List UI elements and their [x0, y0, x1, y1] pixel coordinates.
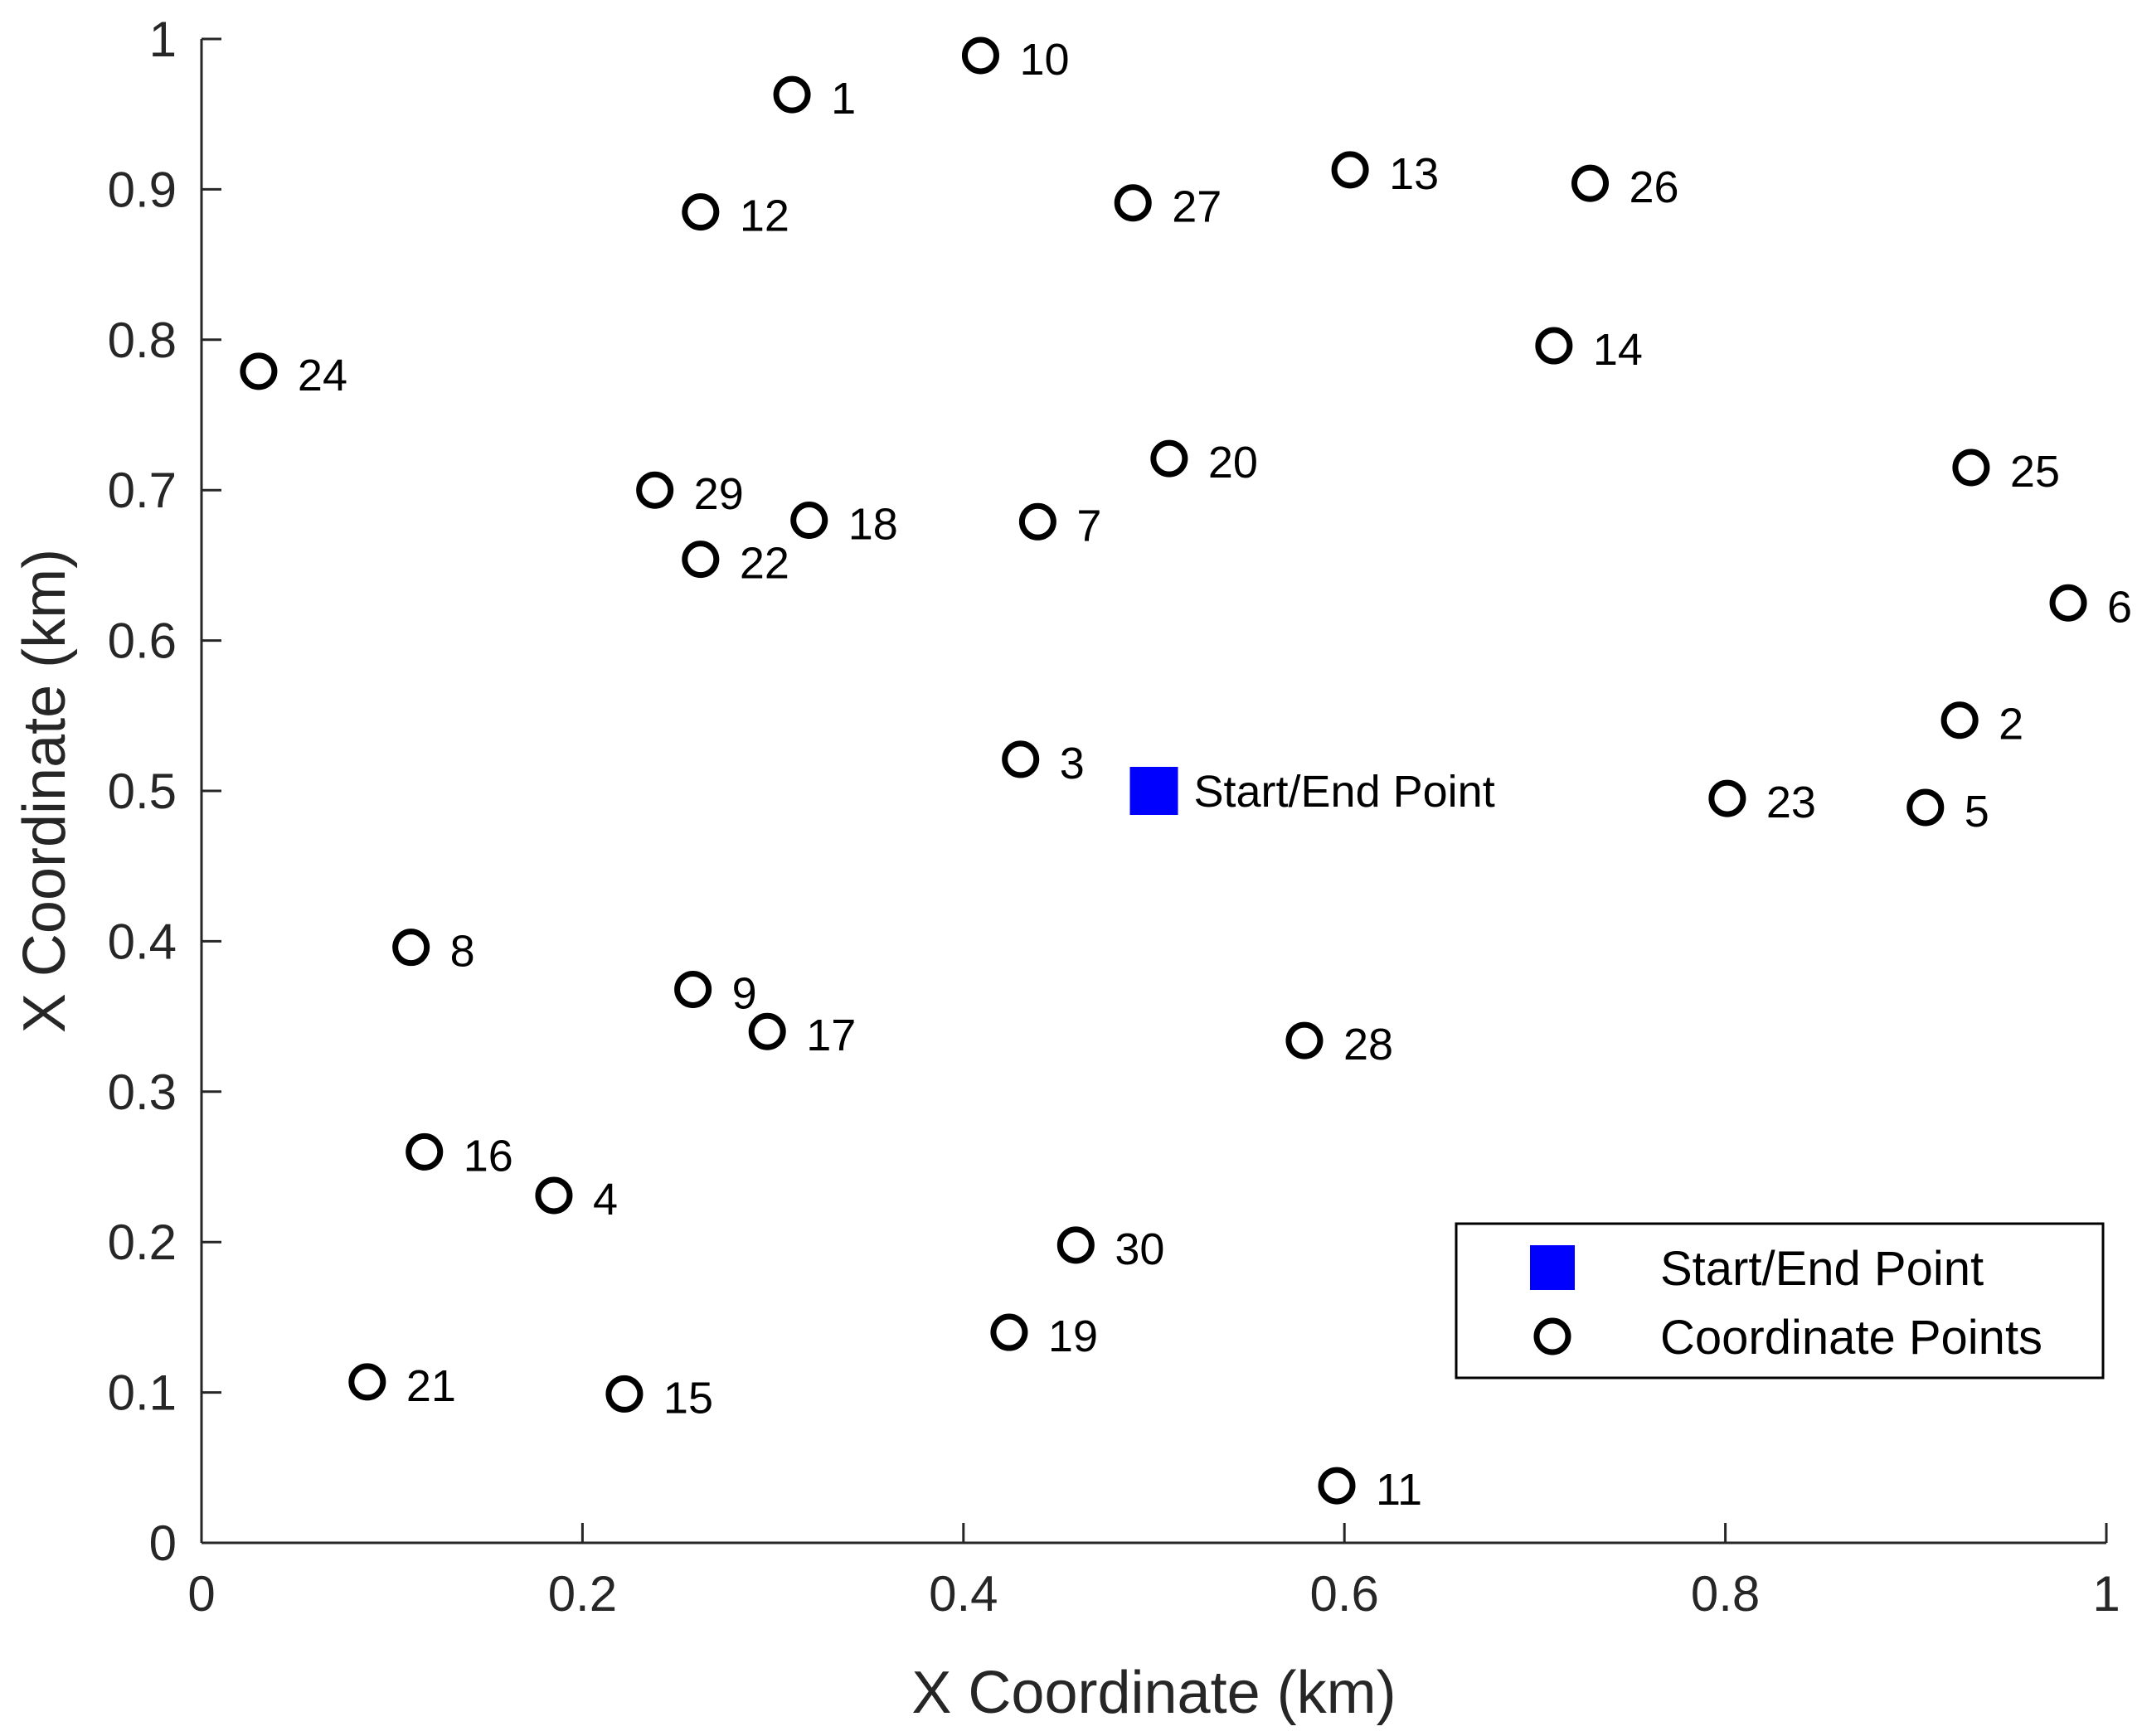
- legend-label-coordinate-points: Coordinate Points: [1660, 1311, 2042, 1365]
- coordinate-point-marker: [961, 36, 999, 75]
- start-end-point-marker: [1129, 767, 1178, 815]
- coordinate-point-label: 26: [1630, 162, 1679, 212]
- coordinate-point-marker: [682, 193, 720, 231]
- coordinate-point-label: 6: [2107, 582, 2132, 632]
- y-tick-label: 0: [149, 1515, 177, 1571]
- coordinate-point-marker: [1150, 439, 1188, 478]
- y-tick-label: 0.8: [108, 313, 177, 368]
- coordinate-point-marker: [1285, 1021, 1324, 1060]
- coordinate-point-label: 27: [1172, 182, 1222, 232]
- x-tick-label: 0.8: [1691, 1566, 1760, 1622]
- data-marks: Start/End Point1234567891011121314151617…: [240, 35, 2132, 1515]
- y-tick-label: 0.9: [108, 162, 177, 217]
- x-axis-title: X Coordinate (km): [911, 1660, 1396, 1726]
- legend: Start/End Point Coordinate Points: [1455, 1222, 2105, 1380]
- coordinate-point-label: 12: [740, 192, 789, 241]
- coordinate-point-marker: [1002, 740, 1040, 778]
- axes: 0 0.2 0.4 0.6 0.8 100.10.20.30.40.50.60.70.80…: [12, 12, 2120, 1726]
- legend-square-icon: [1530, 1245, 1575, 1290]
- y-tick-label: 0.4: [108, 914, 177, 969]
- coordinate-point-marker: [1331, 151, 1369, 189]
- coordinate-point-label: 25: [2010, 447, 2060, 497]
- coordinate-point-label: 3: [1060, 739, 1085, 788]
- coordinate-point-marker: [1906, 788, 1945, 827]
- coordinate-point-label: 16: [464, 1131, 513, 1181]
- y-tick-label: 1: [149, 12, 177, 67]
- coordinate-point-marker: [1318, 1467, 1356, 1505]
- coordinate-point-marker: [535, 1176, 573, 1215]
- coordinate-point-label: 20: [1208, 438, 1258, 487]
- x-tick-label: 1: [2092, 1566, 2120, 1622]
- coordinate-point-marker: [682, 541, 720, 579]
- coordinate-point-label: 15: [663, 1373, 713, 1423]
- coordinate-point-marker: [1535, 327, 1573, 365]
- y-tick-label: 0.2: [108, 1215, 177, 1270]
- legend-circle-icon: [1533, 1317, 1571, 1355]
- coordinate-point-label: 4: [593, 1175, 618, 1224]
- coordinate-point-label: 2: [1999, 700, 2023, 749]
- coordinate-point-label: 18: [848, 499, 898, 549]
- coordinate-point-label: 29: [694, 469, 744, 519]
- x-tick-label: 0: [187, 1566, 215, 1622]
- y-axis-title: X Coordinate (km): [12, 549, 78, 1033]
- coordinate-point-label: 23: [1766, 778, 1816, 827]
- coordinate-point-label: 10: [1019, 35, 1069, 85]
- coordinate-point-marker: [392, 929, 430, 967]
- y-tick-label: 0.3: [108, 1064, 177, 1120]
- coordinate-point-label: 5: [1965, 787, 1989, 836]
- coordinate-point-label: 30: [1115, 1224, 1164, 1274]
- coordinate-point-marker: [1114, 184, 1152, 222]
- x-tick-label: 0.6: [1309, 1566, 1378, 1622]
- y-tick-label: 0.5: [108, 764, 177, 819]
- coordinate-point-label: 13: [1389, 149, 1439, 199]
- coordinate-point-marker: [636, 471, 674, 509]
- coordinate-point-label: 1: [831, 74, 856, 124]
- coordinate-point-label: 24: [298, 351, 347, 400]
- y-tick-label: 0.6: [108, 613, 177, 669]
- coordinate-point-label: 14: [1593, 325, 1643, 375]
- coordinate-point-marker: [773, 75, 811, 114]
- coordinate-point-marker: [1940, 701, 1979, 739]
- y-tick-label: 0.1: [108, 1365, 177, 1421]
- coordinate-point-marker: [1571, 164, 1610, 202]
- coordinate-point-label: 9: [732, 968, 757, 1018]
- coordinate-point-marker: [748, 1012, 786, 1050]
- x-tick-label: 0.4: [929, 1566, 998, 1622]
- coordinate-point-label: 11: [1376, 1465, 1422, 1515]
- coordinate-point-label: 22: [740, 539, 789, 589]
- coordinate-point-marker: [1952, 449, 1990, 487]
- y-tick-label: 0.7: [108, 463, 177, 518]
- start-end-point-label: Start/End Point: [1194, 767, 1495, 817]
- coordinate-point-marker: [348, 1363, 386, 1401]
- coordinate-point-label: 17: [806, 1011, 856, 1060]
- coordinate-point-marker: [240, 352, 278, 390]
- x-tick-label: 0.2: [548, 1566, 617, 1622]
- coordinate-point-marker: [790, 501, 828, 539]
- coordinate-point-label: 19: [1048, 1312, 1098, 1361]
- coordinate-point-label: 7: [1076, 501, 1101, 550]
- coordinate-point-label: 8: [450, 927, 475, 977]
- coordinate-point-label: 28: [1343, 1020, 1393, 1069]
- legend-label-start-end: Start/End Point: [1660, 1242, 1984, 1296]
- coordinate-point-marker: [1056, 1226, 1095, 1264]
- coordinate-point-marker: [406, 1132, 444, 1171]
- coordinate-point-marker: [674, 970, 712, 1008]
- coordinate-point-label: 21: [406, 1361, 456, 1411]
- coordinate-point-marker: [1708, 779, 1746, 817]
- coordinate-point-marker: [2049, 584, 2087, 622]
- coordinate-point-marker: [605, 1375, 644, 1413]
- coordinate-point-marker: [990, 1313, 1028, 1351]
- coordinate-point-marker: [1018, 502, 1056, 541]
